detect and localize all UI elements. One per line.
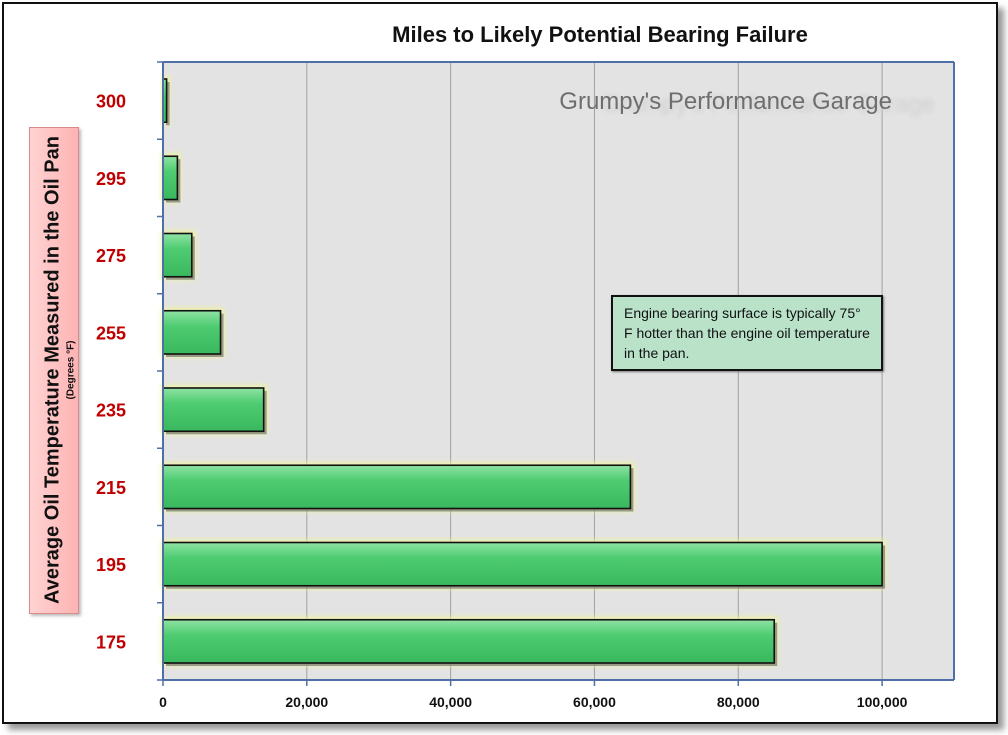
bar-175 — [162, 618, 776, 664]
category-label-275: 275 — [96, 246, 126, 266]
bar-295 — [162, 155, 179, 201]
watermark: Grumpy's Performance Garage — [559, 88, 892, 115]
watermark-shadow: Grumpy's Performance Garage — [602, 91, 935, 118]
y-axis-label-box — [29, 127, 79, 614]
x-tick-label-1: 20,000 — [285, 694, 328, 710]
bar-195 — [162, 541, 883, 587]
chart-title: Miles to Likely Potential Bearing Failur… — [392, 22, 808, 47]
bar-255 — [162, 309, 222, 355]
x-tick-label-3: 60,000 — [573, 694, 616, 710]
bar-shadow-300 — [166, 81, 170, 126]
x-tick-label-0: 0 — [159, 694, 167, 710]
category-label-175: 175 — [96, 632, 126, 652]
category-label-255: 255 — [96, 323, 126, 343]
category-label-295: 295 — [96, 169, 126, 189]
x-tick-label-4: 80,000 — [717, 694, 760, 710]
category-label-215: 215 — [96, 478, 126, 498]
bar-215 — [162, 464, 632, 510]
category-label-300: 300 — [96, 92, 126, 112]
x-tick-label-5: 100,000 — [857, 694, 908, 710]
bar-275 — [162, 232, 193, 278]
category-label-235: 235 — [96, 401, 126, 421]
category-label-195: 195 — [96, 555, 126, 575]
annotation-box: Engine bearing surface is typically 75° … — [611, 295, 883, 371]
x-tick-label-2: 40,000 — [429, 694, 472, 710]
bar-235 — [162, 387, 265, 433]
